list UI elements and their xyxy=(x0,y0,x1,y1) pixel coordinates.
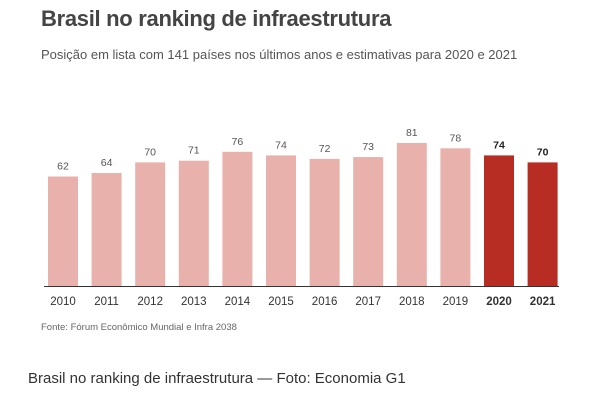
x-tick-label-2014: 2014 xyxy=(225,296,251,308)
source-note: Fonte: Fórum Econômico Mundial e Infra 2… xyxy=(41,322,237,333)
x-tick-label-2021: 2021 xyxy=(530,296,556,308)
chart-title: Brasil no ranking de infraestrutura xyxy=(41,6,392,31)
data-label-2018: 81 xyxy=(406,127,418,139)
bar-2015 xyxy=(266,155,296,286)
data-label-2010: 62 xyxy=(57,161,69,173)
bar-2016 xyxy=(309,158,340,286)
x-tick-label-2017: 2017 xyxy=(355,296,381,308)
photo-caption: Brasil no ranking de infraestrutura — Fo… xyxy=(28,370,406,387)
x-tick-label-2019: 2019 xyxy=(443,296,469,308)
data-label-2014: 76 xyxy=(232,136,244,148)
x-tick-label-2018: 2018 xyxy=(399,296,425,308)
data-label-2015: 74 xyxy=(275,139,287,151)
x-tick-label-2013: 2013 xyxy=(181,296,207,308)
bar-chart: 62 2010 64 2011 70 2012 71 2013 76 2014 74 2015 72 20… xyxy=(44,127,559,308)
x-tick-label-2010: 2010 xyxy=(50,296,76,308)
data-label-2011: 64 xyxy=(101,157,113,169)
bar-2020 xyxy=(484,155,514,286)
bar-2011 xyxy=(91,173,122,286)
bar-2017 xyxy=(353,157,384,286)
data-label-2012: 70 xyxy=(144,146,156,158)
data-label-2021: 70 xyxy=(537,146,549,158)
bar-2019 xyxy=(440,148,471,286)
bar-2018 xyxy=(396,143,427,286)
bar-2013 xyxy=(178,160,209,286)
data-label-2020: 74 xyxy=(493,139,505,151)
x-tick-label-2020: 2020 xyxy=(486,296,512,308)
data-label-2017: 73 xyxy=(362,141,374,153)
chart-subtitle: Posição em lista com 141 países nos últi… xyxy=(41,47,518,62)
x-tick-label-2011: 2011 xyxy=(94,296,119,308)
data-label-2019: 78 xyxy=(450,132,462,144)
x-tick-label-2012: 2012 xyxy=(137,296,163,308)
bar-2012 xyxy=(135,162,166,286)
x-tick-label-2016: 2016 xyxy=(312,296,338,308)
bar-2021 xyxy=(527,162,558,286)
data-label-2016: 72 xyxy=(319,143,331,155)
x-tick-label-2015: 2015 xyxy=(268,296,294,308)
bar-2010 xyxy=(48,176,78,286)
data-label-2013: 71 xyxy=(188,145,200,157)
bar-2014 xyxy=(222,151,253,286)
